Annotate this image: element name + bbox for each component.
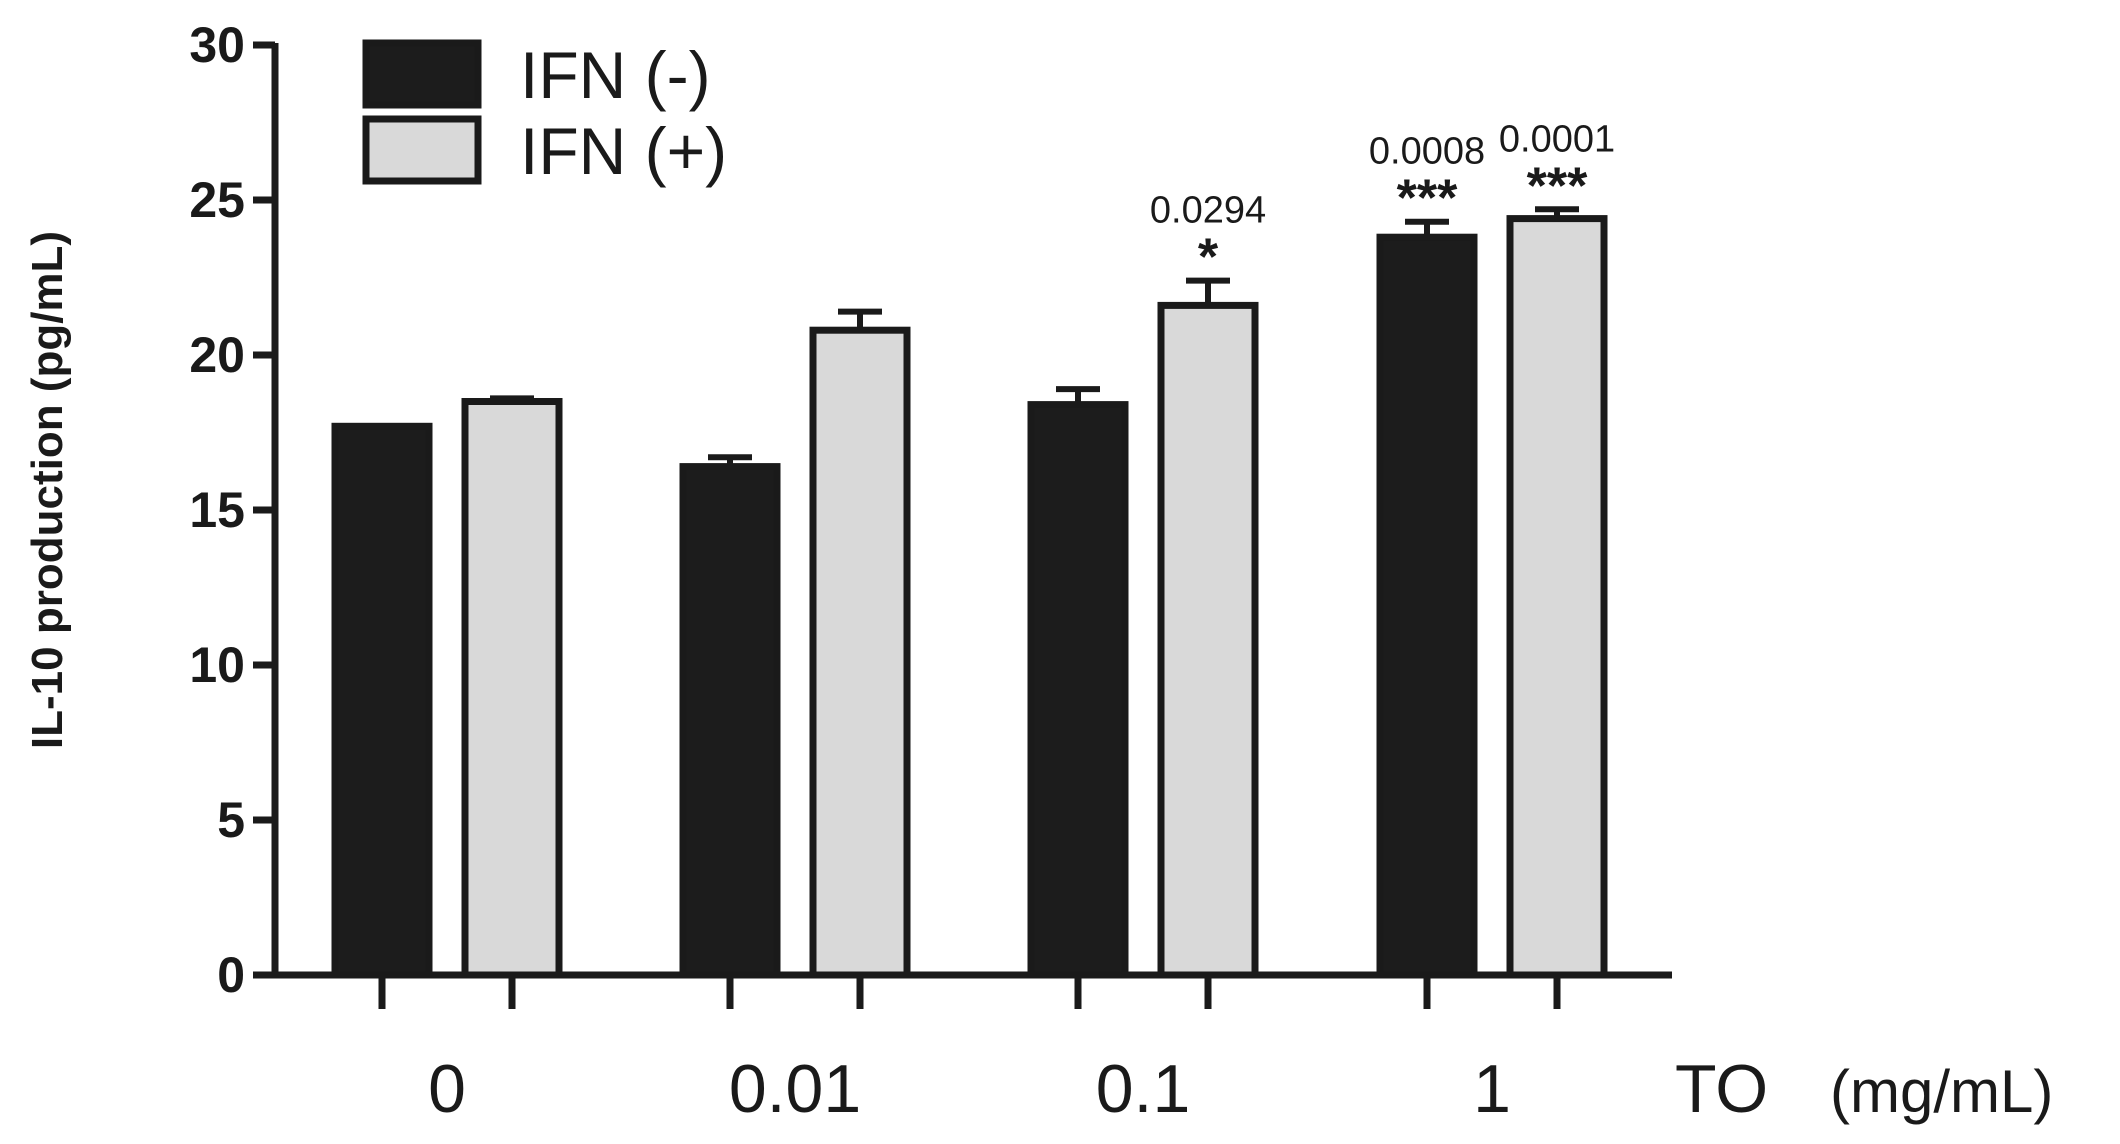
y-tick-label: 5 — [217, 792, 245, 848]
bar-ifn-minus — [1027, 401, 1129, 979]
x-tick-label: 0.1 — [1096, 1051, 1191, 1127]
y-tick-label: 20 — [189, 327, 245, 383]
legend-swatch-ifn-plus — [362, 115, 482, 185]
y-tick-label: 30 — [189, 17, 245, 73]
legend: IFN (-)IFN (+) — [362, 38, 727, 188]
x-tick-label: 0 — [428, 1051, 466, 1127]
x-tick-label: 0.01 — [729, 1051, 861, 1127]
bar-ifn-minus — [679, 463, 781, 979]
x-tick-label: 1 — [1473, 1051, 1511, 1127]
bar-ifn-minus — [331, 422, 433, 979]
y-tick-label: 25 — [189, 172, 245, 228]
legend-label: IFN (+) — [520, 114, 727, 188]
bar-ifn-plus — [1157, 301, 1259, 979]
legend-swatch-ifn-minus — [362, 39, 482, 109]
legend-label: IFN (-) — [520, 38, 711, 112]
y-tick-label: 0 — [217, 947, 245, 1003]
y-tick-label: 15 — [189, 482, 245, 538]
significance-stars: * — [1198, 229, 1219, 287]
bar-ifn-minus — [1376, 233, 1478, 979]
x-axis-label-name: TO — [1675, 1051, 1768, 1127]
p-value-label: 0.0008 — [1369, 131, 1485, 173]
significance-stars: *** — [1527, 157, 1588, 215]
bar-ifn-plus — [809, 326, 911, 979]
x-axis-label-unit: (mg/mL) — [1830, 1058, 2053, 1125]
bar-ifn-plus — [1506, 215, 1608, 979]
bars: *0.0294 ***0.0008***0.0001 — [331, 118, 1615, 979]
y-axis-label: IL-10 production (pg/mL) — [23, 231, 72, 749]
bar-ifn-plus — [461, 398, 563, 979]
p-value-label: 0.0001 — [1499, 118, 1615, 160]
y-tick-label: 10 — [189, 637, 245, 693]
p-value-label: 0.0294 — [1150, 190, 1266, 232]
significance-stars: *** — [1397, 170, 1458, 228]
